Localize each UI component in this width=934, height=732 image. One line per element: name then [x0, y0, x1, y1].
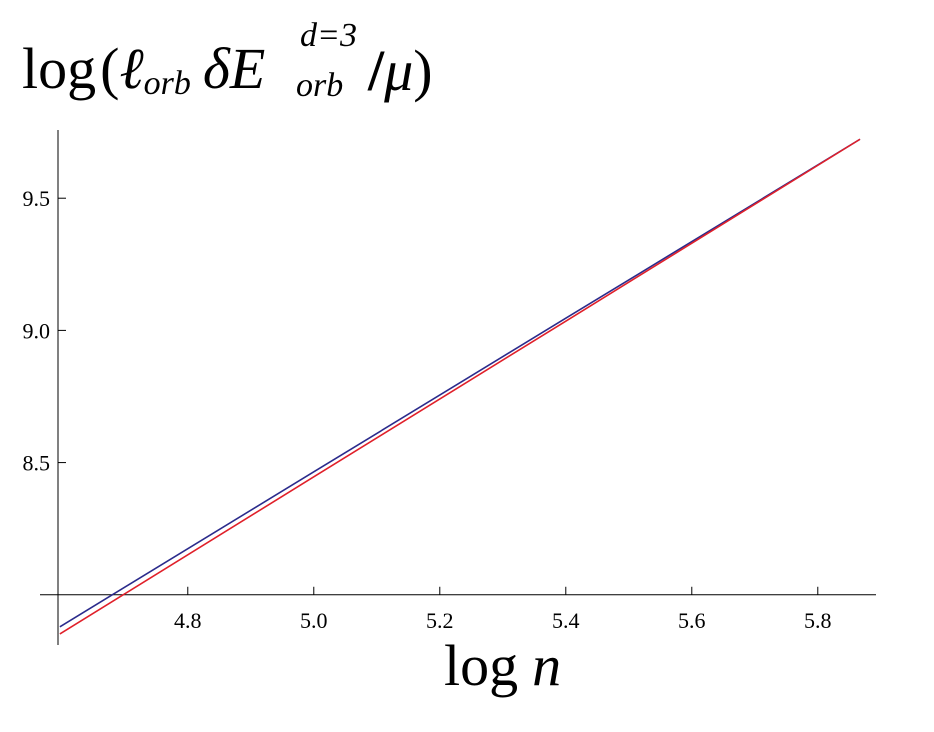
title-part: / — [367, 38, 385, 103]
x-axis-label: log n — [444, 633, 561, 698]
title-part: μ — [383, 38, 413, 103]
x-label-part: n — [532, 633, 561, 698]
title-part: ℓ — [119, 36, 143, 101]
title-part: ( — [100, 36, 119, 101]
x-label-part: log — [444, 633, 518, 698]
x-tick-label: 5.4 — [552, 608, 580, 633]
title-part: orb — [296, 67, 343, 104]
line — [59, 138, 861, 628]
line — [59, 138, 861, 635]
x-tick-label: 4.8 — [174, 608, 202, 633]
title-part: d=3 — [300, 17, 357, 54]
title-part: ) — [413, 38, 432, 103]
title-part: log — [22, 36, 96, 101]
x-tick-label: 5.0 — [300, 608, 328, 633]
chart-title: log(ℓorb δEd=3 orb/μ) — [22, 17, 433, 104]
y-tick-label: 9.0 — [23, 318, 51, 343]
x-tick-label: 5.8 — [804, 608, 832, 633]
y-tick-label: 9.5 — [23, 186, 51, 211]
title-part: δE — [203, 36, 265, 101]
y-tick-label: 8.5 — [23, 451, 51, 476]
x-tick-label: 5.2 — [426, 608, 454, 633]
title-part: orb — [144, 65, 191, 102]
x-tick-label: 5.6 — [678, 608, 706, 633]
